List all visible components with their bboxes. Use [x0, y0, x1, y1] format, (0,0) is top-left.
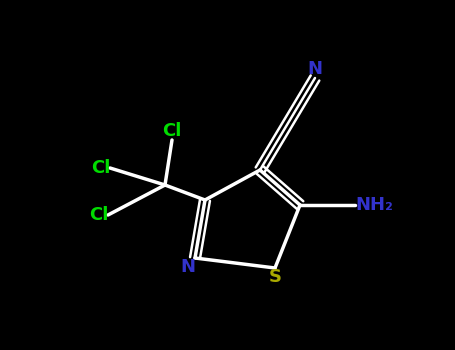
Text: N: N: [180, 258, 195, 276]
Text: NH₂: NH₂: [355, 196, 393, 214]
Text: Cl: Cl: [162, 122, 182, 140]
Text: Cl: Cl: [89, 206, 108, 224]
Text: Cl: Cl: [91, 159, 110, 177]
Text: N: N: [308, 60, 323, 78]
Text: S: S: [268, 268, 282, 286]
